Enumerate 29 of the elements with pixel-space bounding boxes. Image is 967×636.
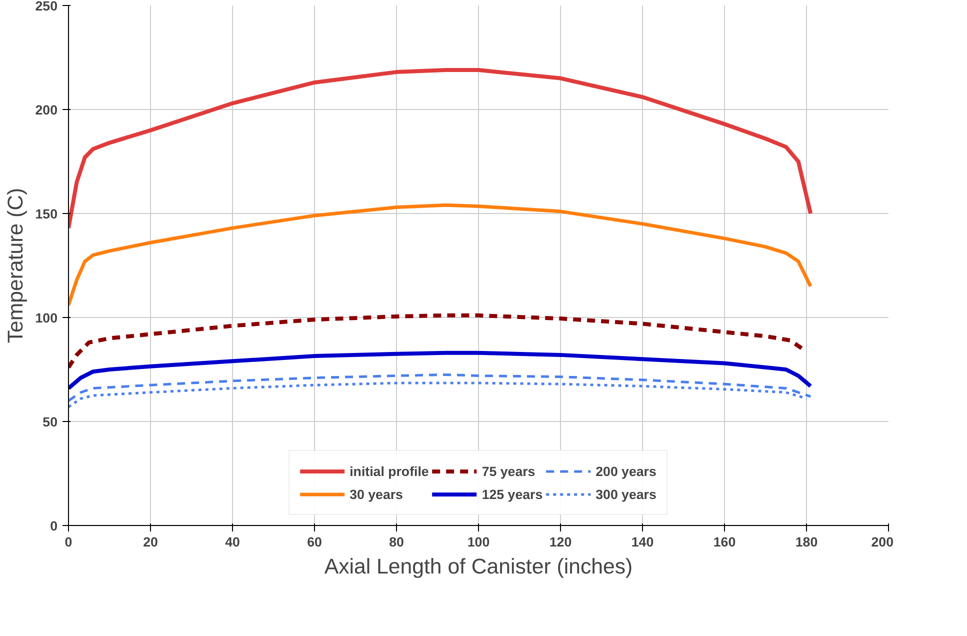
line-series [68, 68, 813, 230]
x-tick-label: 0 [64, 534, 72, 550]
y-tick-label: 50 [42, 414, 58, 430]
y-tick-label: 250 [35, 0, 58, 14]
line-series [68, 313, 804, 370]
x-tick-label: 180 [795, 534, 818, 550]
y-axis-title: Temperature (C) [3, 188, 28, 344]
x-axis-title: Axial Length of Canister (inches) [324, 554, 633, 578]
x-tick-label: 200 [871, 534, 894, 550]
x-tick-label: 140 [631, 534, 654, 550]
legend-label: 125 years [482, 486, 543, 502]
legend-label: 75 years [482, 464, 536, 478]
x-tick-label: 80 [389, 534, 404, 550]
line-series [68, 203, 812, 307]
legend-label: initial profile [350, 464, 429, 478]
x-tick-label: 100 [467, 534, 490, 550]
y-tick-label: 150 [35, 206, 58, 222]
y-tick-label: 100 [35, 310, 58, 326]
x-tick-label: 160 [713, 534, 736, 550]
legend-label: 30 years [350, 486, 403, 502]
x-tick-label: 120 [549, 534, 572, 550]
x-tick-label: 20 [143, 534, 158, 550]
legend-label: 300 years [596, 486, 656, 502]
legend-label: 200 years [596, 464, 656, 478]
line-series [68, 350, 813, 390]
x-tick-label: 60 [307, 534, 322, 550]
y-tick-label: 200 [35, 102, 58, 118]
x-tick-label: 40 [225, 534, 240, 550]
y-tick-label: 0 [50, 518, 58, 534]
